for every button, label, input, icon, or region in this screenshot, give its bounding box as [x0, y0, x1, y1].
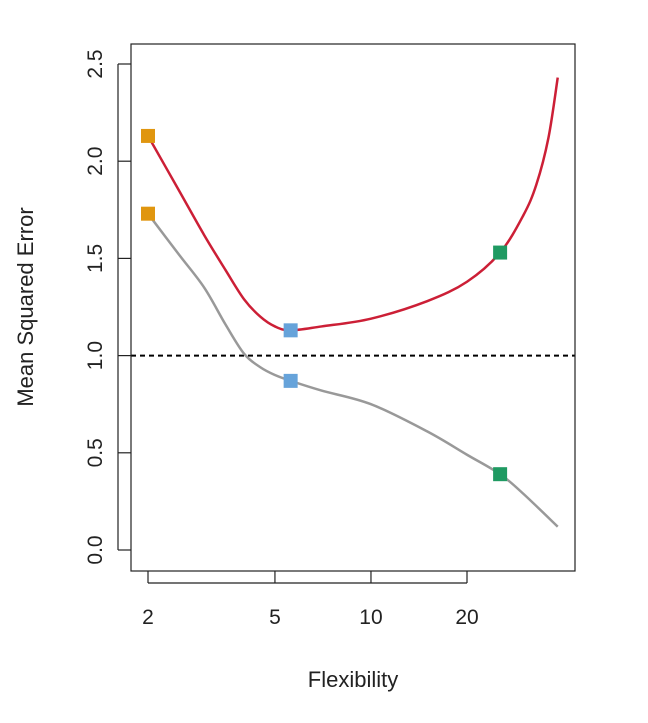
y-tick-label: 1.5: [84, 244, 107, 273]
x-tick-label: 2: [142, 606, 154, 629]
data-marker: [493, 245, 508, 260]
x-tick-label: 5: [269, 606, 281, 629]
x-axis: 2 5 10 20: [142, 571, 479, 629]
plot-frame: [130, 43, 576, 572]
data-marker: [283, 373, 298, 388]
data-marker: [141, 206, 155, 221]
y-tick-label: 1.0: [84, 341, 107, 370]
series-line-0: [146, 77, 559, 332]
data-marker: [141, 128, 155, 143]
y-tick-label: 0.0: [84, 535, 107, 564]
x-axis-label: Flexibility: [308, 667, 398, 692]
y-axis: 0.0 0.5 1.0 1.5 2.0 2.5: [84, 49, 131, 565]
y-tick-label: 0.5: [84, 438, 107, 467]
marker-layer: [141, 128, 508, 482]
y-axis-label: Mean Squared Error: [13, 207, 38, 406]
x-tick-label: 10: [359, 606, 382, 629]
series-layer: [131, 77, 575, 528]
data-marker: [493, 467, 508, 482]
y-tick-label: 2.5: [84, 49, 107, 78]
x-tick-label: 20: [455, 606, 478, 629]
data-marker: [283, 323, 298, 338]
y-tick-label: 2.0: [84, 147, 107, 176]
